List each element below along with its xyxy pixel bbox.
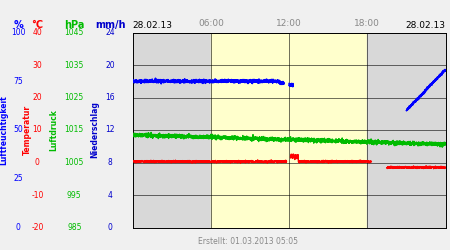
Text: hPa: hPa: [64, 20, 85, 30]
Text: 8: 8: [108, 158, 112, 167]
Text: 24: 24: [105, 28, 115, 37]
Text: -20: -20: [31, 223, 44, 232]
Text: mm/h: mm/h: [95, 20, 126, 30]
Text: 30: 30: [32, 60, 42, 70]
Text: 10: 10: [32, 126, 42, 134]
Bar: [211, 32, 367, 228]
Text: 985: 985: [67, 223, 81, 232]
Text: 40: 40: [32, 28, 42, 37]
Text: 25: 25: [13, 174, 23, 183]
Text: 16: 16: [105, 93, 115, 102]
Text: 1045: 1045: [64, 28, 84, 37]
Text: 75: 75: [13, 77, 23, 86]
Text: 28.02.13: 28.02.13: [405, 20, 446, 30]
Text: 1025: 1025: [65, 93, 84, 102]
Text: 12: 12: [105, 126, 115, 134]
Text: 20: 20: [32, 93, 42, 102]
Bar: [133, 32, 211, 228]
Text: °C: °C: [32, 20, 43, 30]
Text: Luftdruck: Luftdruck: [50, 109, 58, 151]
Text: Niederschlag: Niederschlag: [90, 102, 99, 158]
Text: %: %: [13, 20, 23, 30]
Text: 28.02.13: 28.02.13: [133, 20, 173, 30]
Text: 1035: 1035: [64, 60, 84, 70]
Text: 50: 50: [13, 126, 23, 134]
Text: -10: -10: [31, 190, 44, 200]
Text: 0: 0: [108, 223, 112, 232]
Text: 0: 0: [16, 223, 20, 232]
Text: Luftfeuchtigkeit: Luftfeuchtigkeit: [0, 95, 8, 165]
Text: 1005: 1005: [64, 158, 84, 167]
Bar: [367, 32, 446, 228]
Text: Erstellt: 01.03.2013 05:05: Erstellt: 01.03.2013 05:05: [198, 237, 298, 246]
Text: 100: 100: [11, 28, 25, 37]
Text: 0: 0: [35, 158, 40, 167]
Text: 1015: 1015: [65, 126, 84, 134]
Text: 995: 995: [67, 190, 81, 200]
Text: 20: 20: [105, 60, 115, 70]
Text: 4: 4: [108, 190, 112, 200]
Text: Temperatur: Temperatur: [22, 105, 32, 155]
